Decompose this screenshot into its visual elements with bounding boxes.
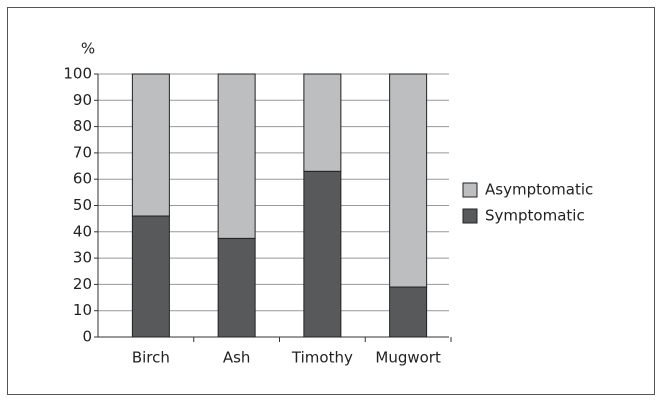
y-tick-label: 70 <box>73 143 92 161</box>
y-tick-label: 100 <box>63 65 92 83</box>
legend-label: Asymptomatic <box>485 181 593 199</box>
y-tick-label: 60 <box>73 170 92 188</box>
bar-segment <box>303 73 342 172</box>
frame <box>7 7 655 395</box>
y-tick-label: 30 <box>73 249 92 267</box>
y-axis-label: % <box>81 40 95 58</box>
bar-segment <box>217 237 256 338</box>
y-tick-label: 20 <box>73 275 92 293</box>
legend-swatch <box>462 208 478 224</box>
bar-segment <box>217 73 256 239</box>
bar-segment <box>389 73 428 288</box>
y-tick-label: 80 <box>73 117 92 135</box>
y-tick-label: 40 <box>73 222 92 240</box>
y-tick-label: 0 <box>82 328 92 346</box>
bar-segment <box>131 73 170 217</box>
x-tick-label: Timothy <box>291 349 353 367</box>
y-tick-label: 10 <box>73 301 92 319</box>
legend-swatch <box>462 182 478 198</box>
bar-segment <box>303 170 342 338</box>
y-tick-label: 90 <box>73 91 92 109</box>
y-tick-label: 50 <box>73 196 92 214</box>
bar-segment <box>389 286 428 338</box>
x-tick-label: Birch <box>132 349 170 367</box>
legend-label: Symptomatic <box>485 207 585 225</box>
x-tick-label: Ash <box>223 349 251 367</box>
x-tick-label: Mugwort <box>375 349 441 367</box>
bar-segment <box>131 215 170 338</box>
